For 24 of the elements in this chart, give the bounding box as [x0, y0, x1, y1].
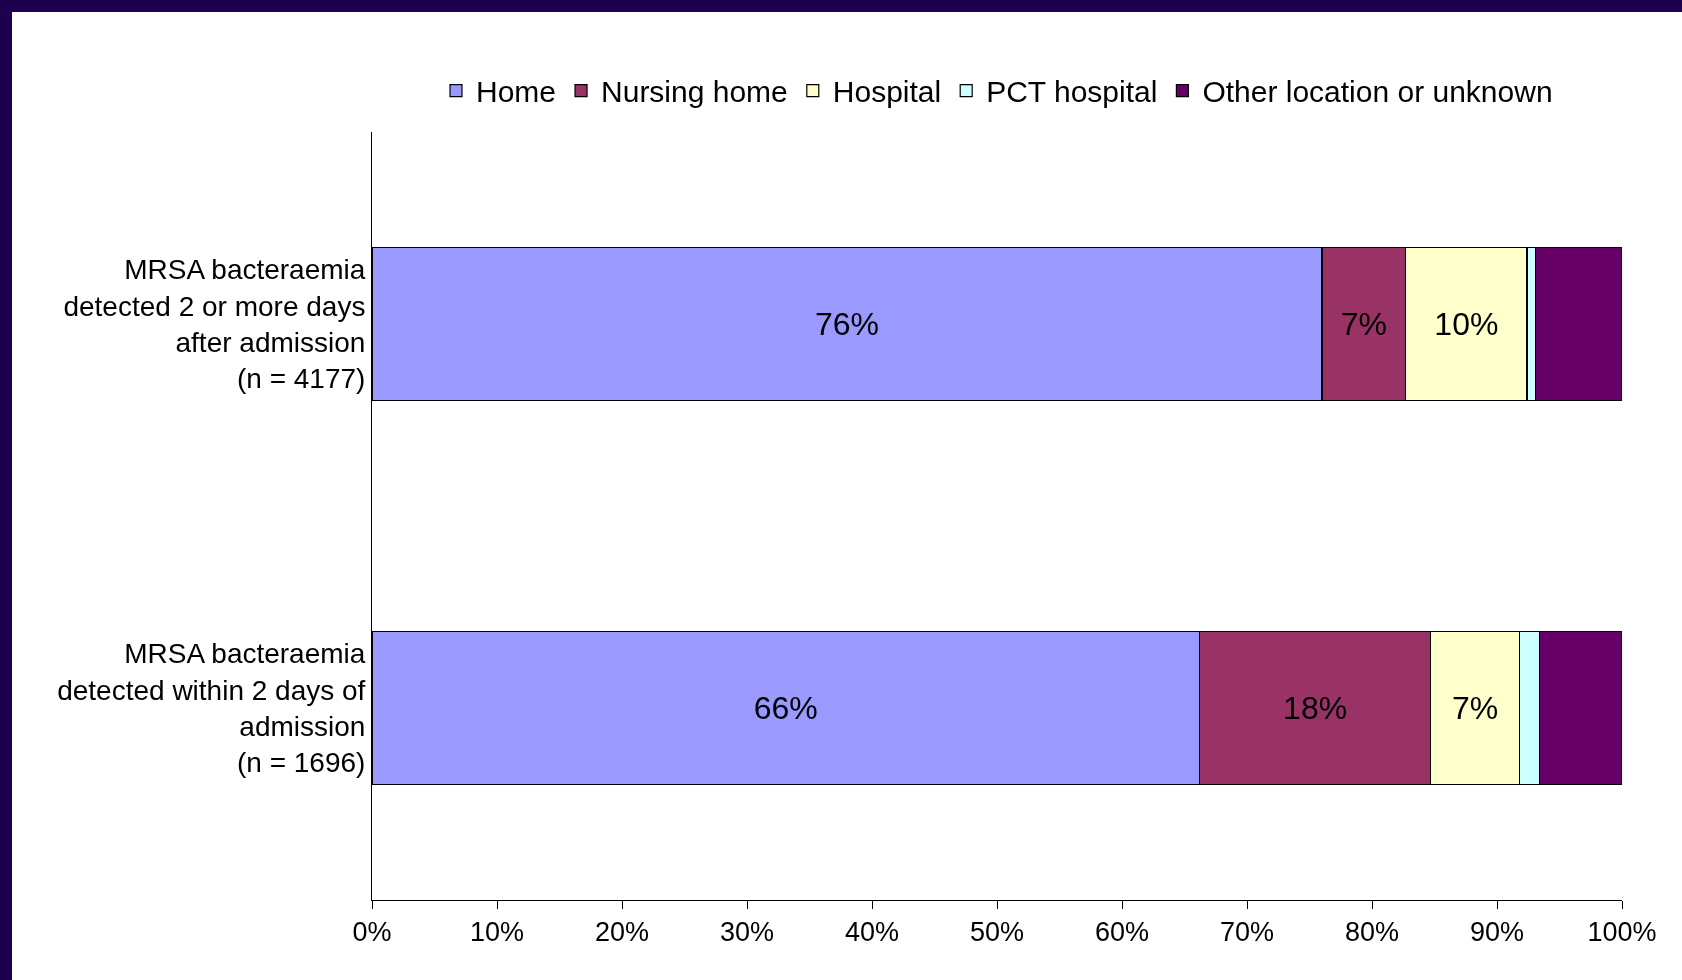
x-tick-label: 40% [844, 917, 900, 948]
y-tick-label: MRSA bacteraemia detected within 2 days of admission (n = 1696) [57, 638, 366, 779]
legend-label: Home [476, 75, 557, 109]
legend-label: Nursing home [601, 75, 788, 109]
x-tick-label: 30% [719, 917, 775, 948]
x-tick-label: 60% [1094, 917, 1150, 948]
legend-label: Hospital [832, 75, 942, 109]
legend-label: Other location or unknown [1202, 75, 1553, 109]
x-tick-label: 10% [469, 917, 525, 948]
x-tick-label: 70% [1219, 917, 1275, 948]
data-label: 76% [814, 306, 880, 342]
x-tick-label: 0% [352, 917, 392, 948]
legend-label: PCT hospital [986, 75, 1158, 109]
x-tick-label: 20% [594, 917, 650, 948]
data-label: 18% [1283, 690, 1348, 726]
x-tick-label: 80% [1344, 917, 1400, 948]
x-tick-label: 50% [969, 917, 1025, 948]
x-tick-label: 100% [1587, 917, 1657, 948]
data-label: 66% [753, 690, 818, 726]
y-tick-label: MRSA bacteraemia detected 2 or more days after admission (n = 4177) [63, 254, 366, 395]
x-tick-label: 90% [1469, 917, 1525, 948]
data-label: 10% [1434, 306, 1499, 342]
data-label: 7% [1452, 690, 1499, 726]
data-label: 7% [1340, 306, 1387, 342]
